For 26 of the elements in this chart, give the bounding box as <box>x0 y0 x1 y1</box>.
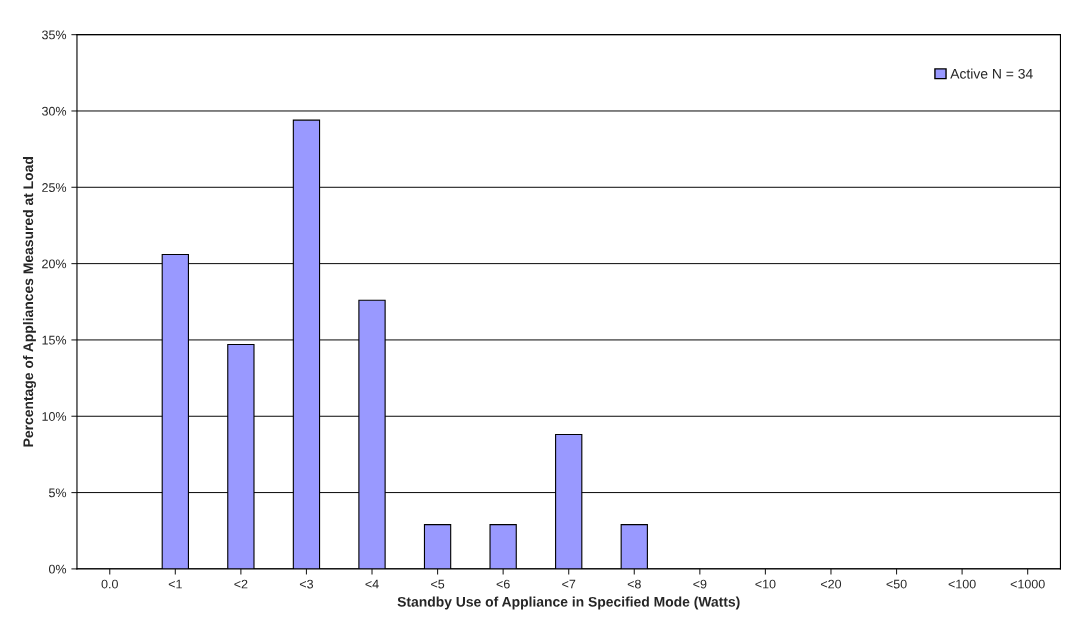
x-tick-label: 0.0 <box>101 579 118 589</box>
y-tick-label: 35% <box>42 30 67 40</box>
x-tick-label: <8 <box>627 579 641 589</box>
x-tick-label: <1000 <box>1010 579 1045 589</box>
y-tick-label: 20% <box>42 259 67 269</box>
x-tick-label: <6 <box>496 579 510 589</box>
legend-label: Active N = 34 <box>950 68 1033 79</box>
x-tick-label: <3 <box>299 579 314 589</box>
y-tick-label: 10% <box>42 412 67 421</box>
x-tick-label: <20 <box>820 579 842 589</box>
x-tick-label: <2 <box>234 579 248 589</box>
y-tick-label: 5% <box>48 488 67 498</box>
y-tick-label: 30% <box>42 106 67 116</box>
x-axis-title: Standby Use of Appliance in Specified Mode (Watts) <box>397 596 740 610</box>
y-tick-label: 25% <box>42 183 67 192</box>
x-tick-label: <1 <box>168 579 182 589</box>
x-tick-label: <7 <box>562 579 576 589</box>
x-tick-label: <5 <box>431 579 445 589</box>
y-axis-title: Percentage of Appliances Measured at Load <box>22 157 36 447</box>
x-tick-label: <9 <box>693 579 707 589</box>
y-tick-label: 0% <box>48 564 67 574</box>
x-tick-label: <10 <box>755 579 776 589</box>
x-tick-label: <50 <box>886 579 907 589</box>
x-tick-label: <4 <box>365 579 379 589</box>
y-tick-label: 15% <box>42 335 67 345</box>
x-tick-label: <100 <box>948 579 976 589</box>
